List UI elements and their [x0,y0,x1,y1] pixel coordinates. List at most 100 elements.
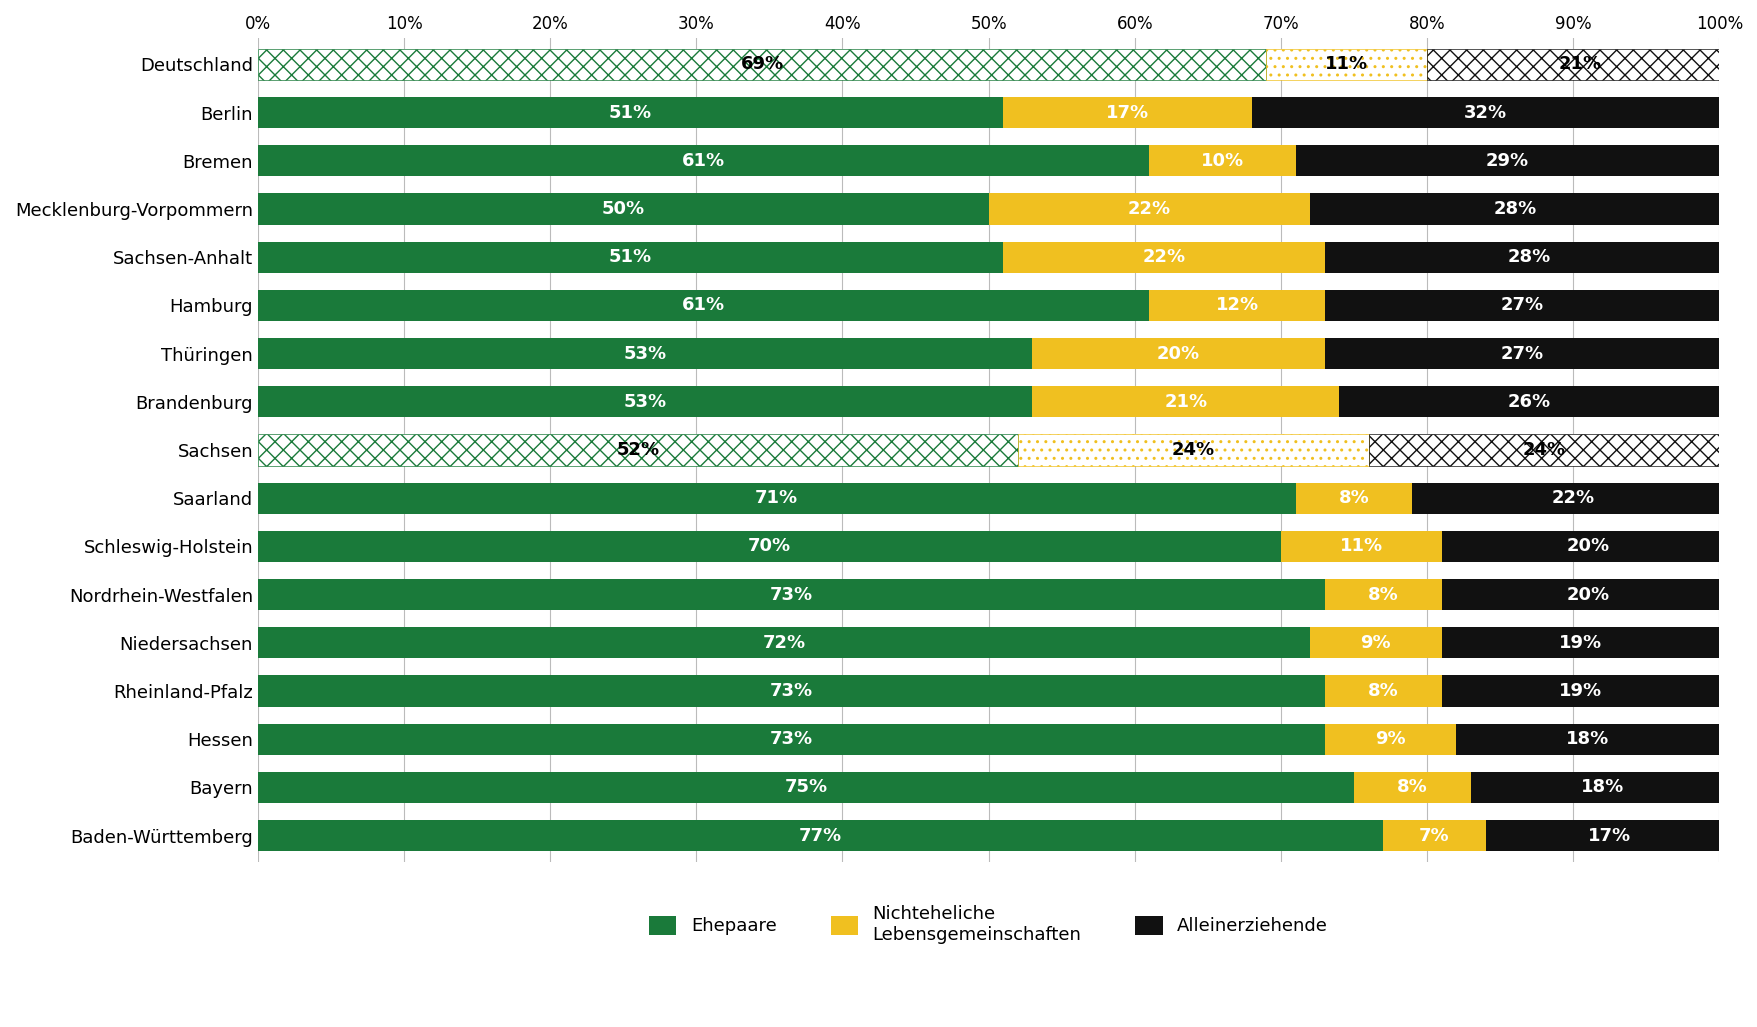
Bar [1325,290,1718,321]
Bar [1427,48,1732,80]
Bar [1017,434,1369,465]
Text: 21%: 21% [1558,55,1601,73]
Bar [1149,290,1325,321]
Text: 19%: 19% [1558,682,1601,700]
Text: 19%: 19% [1558,634,1601,652]
Bar [1003,241,1325,273]
Bar [258,627,1309,658]
Bar [1485,820,1732,851]
Text: 24%: 24% [1522,441,1565,459]
Text: 61%: 61% [682,152,726,169]
Text: 17%: 17% [1105,104,1149,121]
Bar [1441,676,1718,707]
Text: 20%: 20% [1565,537,1608,556]
Text: 51%: 51% [608,104,652,121]
Bar [258,483,1295,514]
Bar [1383,820,1485,851]
Text: 28%: 28% [1492,200,1536,218]
Bar [1281,531,1441,562]
Text: 11%: 11% [1339,537,1383,556]
Text: 8%: 8% [1337,489,1369,507]
Bar [1441,579,1732,610]
Bar [258,48,1265,80]
Bar [1295,483,1411,514]
Legend: Ehepaare, Nichteheliche
Lebensgemeinschaften, Alleinerziehende: Ehepaare, Nichteheliche Lebensgemeinscha… [648,905,1327,944]
Bar [258,820,1383,851]
Text: 51%: 51% [608,249,652,266]
Bar [1017,434,1369,465]
Text: 70%: 70% [747,537,791,556]
Text: 18%: 18% [1580,778,1623,796]
Bar [258,290,1149,321]
Text: 61%: 61% [682,297,726,314]
Bar [1471,771,1732,803]
Bar [258,579,1325,610]
Text: 73%: 73% [770,585,812,604]
Text: 27%: 27% [1500,297,1543,314]
Text: 73%: 73% [770,682,812,700]
Bar [1295,145,1718,177]
Text: 8%: 8% [1367,585,1399,604]
Text: 21%: 21% [1163,392,1207,411]
Text: 73%: 73% [770,730,812,749]
Text: 32%: 32% [1464,104,1506,121]
Bar [1149,145,1295,177]
Bar [258,434,1017,465]
Bar [1353,771,1471,803]
Text: 8%: 8% [1367,682,1399,700]
Text: 75%: 75% [784,778,828,796]
Bar [1325,676,1441,707]
Text: 28%: 28% [1508,249,1550,266]
Bar [258,676,1325,707]
Text: 20%: 20% [1156,345,1200,363]
Text: 11%: 11% [1325,55,1367,73]
Bar [1325,724,1455,755]
Bar [258,48,1265,80]
Text: 72%: 72% [763,634,805,652]
Bar [1309,627,1441,658]
Bar [258,386,1031,417]
Bar [1265,48,1427,80]
Text: 77%: 77% [798,827,842,844]
Bar [258,771,1353,803]
Text: 22%: 22% [1128,200,1170,218]
Bar [987,193,1309,225]
Bar [1309,193,1718,225]
Text: 71%: 71% [756,489,798,507]
Text: 27%: 27% [1500,345,1543,363]
Bar [1325,338,1718,370]
Text: 22%: 22% [1551,489,1594,507]
Text: 7%: 7% [1418,827,1450,844]
Bar [258,531,1281,562]
Bar [258,97,1003,128]
Bar [1251,97,1718,128]
Bar [1369,434,1718,465]
Bar [1427,48,1732,80]
Bar [1455,724,1718,755]
Text: 20%: 20% [1565,585,1608,604]
Bar [1411,483,1732,514]
Bar [1325,579,1441,610]
Text: 53%: 53% [624,392,666,411]
Bar [1339,386,1718,417]
Bar [1325,241,1732,273]
Bar [258,193,987,225]
Bar [258,145,1149,177]
Text: 53%: 53% [624,345,666,363]
Text: 29%: 29% [1485,152,1529,169]
Text: 17%: 17% [1587,827,1630,844]
Bar [258,241,1003,273]
Text: 52%: 52% [617,441,659,459]
Bar [258,338,1031,370]
Bar [1441,627,1718,658]
Text: 69%: 69% [740,55,784,73]
Bar [258,434,1017,465]
Text: 26%: 26% [1508,392,1550,411]
Text: 9%: 9% [1374,730,1406,749]
Text: 9%: 9% [1360,634,1390,652]
Text: 12%: 12% [1214,297,1258,314]
Bar [1003,97,1251,128]
Bar [1031,386,1339,417]
Text: 18%: 18% [1565,730,1609,749]
Text: 10%: 10% [1200,152,1244,169]
